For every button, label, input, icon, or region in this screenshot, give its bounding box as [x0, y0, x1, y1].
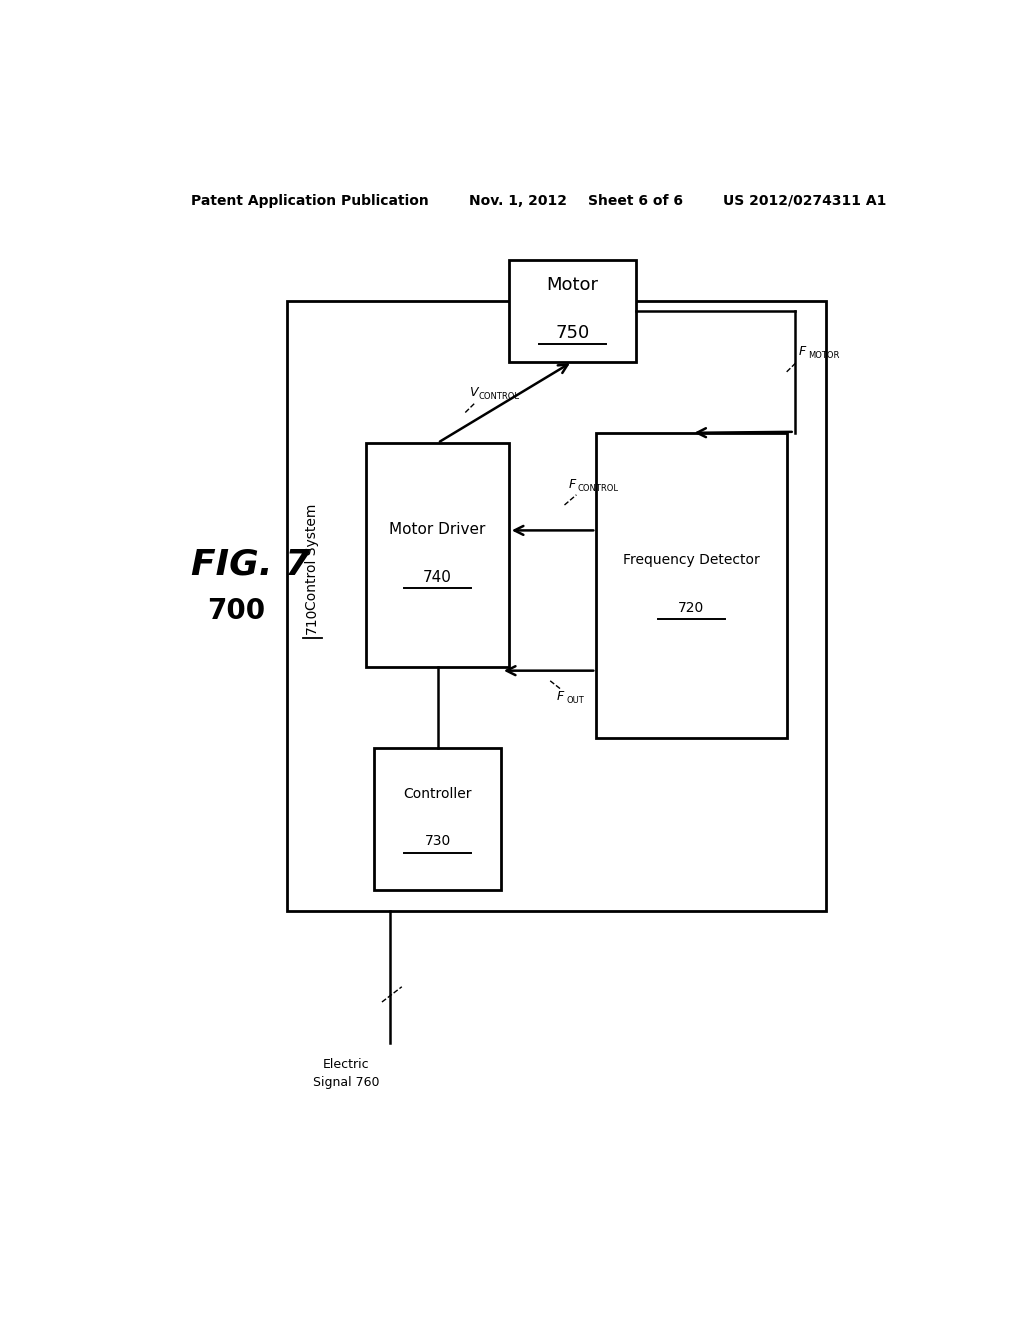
Text: 720: 720: [678, 601, 705, 615]
Text: Controller: Controller: [403, 787, 472, 801]
Text: Motor: Motor: [547, 276, 598, 294]
Text: FIG. 7: FIG. 7: [191, 548, 310, 582]
Text: 740: 740: [423, 570, 452, 585]
Text: 750: 750: [555, 325, 590, 342]
Text: 730: 730: [424, 834, 451, 849]
Bar: [374, 748, 501, 890]
Text: F: F: [799, 345, 806, 358]
Text: US 2012/0274311 A1: US 2012/0274311 A1: [723, 194, 887, 209]
Text: Signal 760: Signal 760: [313, 1076, 380, 1089]
Text: 700: 700: [207, 597, 265, 624]
Bar: [509, 260, 636, 362]
Text: F: F: [557, 689, 564, 702]
Text: CONTROL: CONTROL: [479, 392, 520, 401]
Text: OUT: OUT: [566, 696, 584, 705]
Text: V: V: [469, 385, 478, 399]
Text: Sheet 6 of 6: Sheet 6 of 6: [588, 194, 683, 209]
Bar: [287, 301, 826, 911]
Text: F: F: [568, 478, 575, 491]
Text: Frequency Detector: Frequency Detector: [623, 553, 760, 566]
Bar: [367, 444, 509, 667]
Text: CONTROL: CONTROL: [578, 484, 618, 494]
Text: Nov. 1, 2012: Nov. 1, 2012: [469, 194, 567, 209]
Bar: [596, 433, 786, 738]
Text: Motor Driver: Motor Driver: [389, 521, 485, 537]
Text: MOTOR: MOTOR: [808, 351, 840, 360]
Text: Patent Application Publication: Patent Application Publication: [191, 194, 429, 209]
Text: Electric: Electric: [323, 1057, 370, 1071]
Text: 710: 710: [305, 607, 319, 634]
Text: Control System: Control System: [305, 499, 319, 610]
